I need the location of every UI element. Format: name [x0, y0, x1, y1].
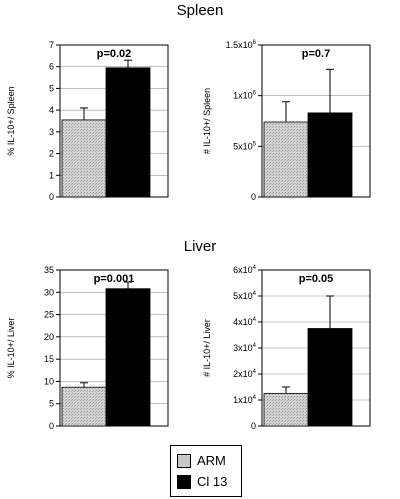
y-axis-label: % IL-10+/ Spleen [6, 86, 16, 155]
y-tick-label: 1.5x106 [226, 40, 257, 50]
bar-arm [61, 119, 107, 198]
y-tick-label: 5 [49, 399, 54, 409]
y-tick-label: 1x106 [233, 91, 257, 101]
y-tick-label: 0 [251, 192, 256, 202]
y-tick-label: 3 [49, 127, 54, 137]
y-tick-label: 4x104 [233, 317, 257, 327]
y-tick-label: 5x105 [233, 141, 257, 151]
legend-label-cl13: Cl 13 [197, 474, 228, 489]
y-tick-label: 6 [49, 62, 54, 72]
legend-item-cl13: Cl 13 [177, 474, 227, 489]
bar-cl-13 [105, 67, 151, 198]
p-value-label: p=0.02 [97, 48, 132, 60]
chart-3: 0 1x104 2x104 3x104 4x104 5x104 6x104 # IL-10+/… [202, 265, 371, 431]
y-tick-label: 0 [251, 421, 256, 431]
y-axis-label: # IL-10+/ Liver [202, 319, 212, 377]
y-tick-label: 15 [44, 354, 54, 364]
bar-arm [263, 393, 309, 427]
y-tick-label: 3x104 [233, 343, 257, 353]
p-value-label: p=0.001 [94, 273, 135, 285]
charts-canvas: 0 1 2 3 4 5 6 7 % IL-10+/ Spleen p=0.02 0 5x105 1x10… [6, 40, 371, 431]
chart-0: 0 1 2 3 4 5 6 7 % IL-10+/ Spleen p=0.02 [6, 40, 169, 202]
legend: ARM Cl 13 [170, 445, 242, 497]
y-tick-label: 5 [49, 83, 54, 93]
y-tick-label: 2x104 [233, 369, 257, 379]
p-value-label: p=0.05 [299, 273, 334, 285]
y-tick-label: 2 [49, 149, 54, 159]
y-tick-label: 0 [49, 421, 54, 431]
y-tick-label: 25 [44, 310, 54, 320]
bar-arm [61, 386, 107, 427]
legend-label-arm: ARM [197, 453, 226, 468]
y-axis-label: # IL-10+/ Spleen [202, 88, 212, 154]
y-tick-label: 7 [49, 40, 54, 50]
y-tick-label: 1x104 [233, 395, 257, 405]
y-tick-label: 6x104 [233, 265, 257, 275]
p-value-label: p=0.7 [302, 48, 330, 60]
chart-2: 0 5 10 15 20 25 30 35 % IL-10+/ Liver p=0.001 [6, 265, 169, 431]
y-tick-label: 20 [44, 332, 54, 342]
chart-1: 0 5x105 1x106 1.5x106 # IL-10+/ Spleen p=0.7 [202, 40, 371, 202]
legend-swatch-cl13 [177, 474, 191, 489]
y-tick-label: 10 [44, 376, 54, 386]
y-tick-label: 4 [49, 105, 54, 115]
y-tick-label: 35 [44, 265, 54, 275]
bar-cl-13 [307, 112, 353, 198]
liver-title: Liver [183, 238, 217, 255]
legend-swatch-arm [177, 453, 191, 468]
y-tick-label: 5x104 [233, 291, 257, 301]
bar-cl-13 [105, 288, 151, 427]
y-tick-label: 0 [49, 192, 54, 202]
bar-cl-13 [307, 328, 353, 427]
legend-item-arm: ARM [177, 453, 226, 468]
y-axis-label: % IL-10+/ Liver [6, 318, 16, 379]
y-tick-label: 30 [44, 287, 54, 297]
bar-arm [263, 121, 309, 198]
y-tick-label: 1 [49, 170, 54, 180]
spleen-title: Spleen [176, 2, 224, 19]
